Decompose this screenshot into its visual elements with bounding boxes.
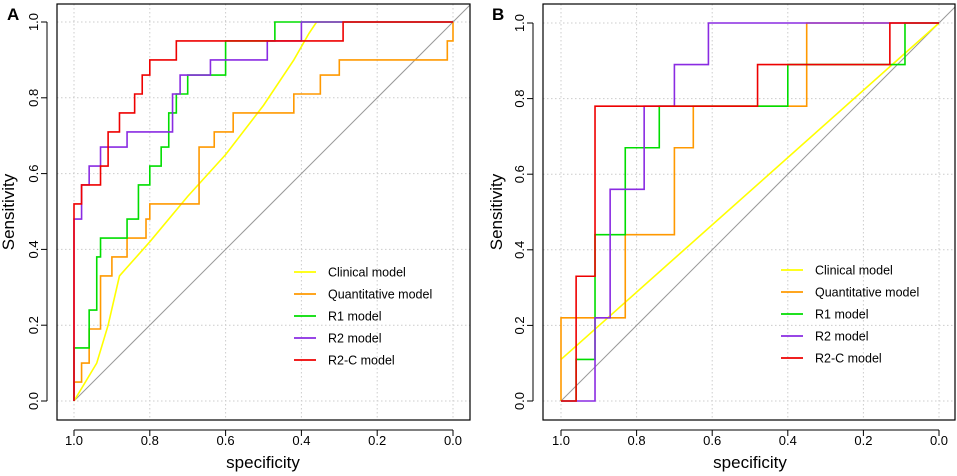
x-tick-label: 0.4 xyxy=(292,433,310,448)
legend-label: Quantitative model xyxy=(815,286,919,300)
roc-line-r2-c-model xyxy=(561,22,939,402)
chart-panel-a: 1.0 0.8 0.6 0.4 0.2 0.0 0.0 0.2 0.4 0.6 0.8 1.0 spec… xyxy=(0,3,471,472)
roc-line-clinical-model xyxy=(73,21,453,402)
y-tick-label: 0.4 xyxy=(26,240,41,258)
x-tick-label: 0.6 xyxy=(703,433,721,448)
y-tick-label: 0.4 xyxy=(512,241,527,259)
legend-label: Clinical model xyxy=(815,264,893,278)
roc-line-r2-model xyxy=(561,22,939,402)
x-axis-title: specificity xyxy=(226,453,300,472)
legend-label: Clinical model xyxy=(328,266,406,280)
x-tick-label: 0.8 xyxy=(628,433,646,448)
y-tick-label: 0.0 xyxy=(26,392,41,410)
panel-label: A xyxy=(7,5,19,24)
reference-diagonal xyxy=(560,22,940,402)
reference-diagonal-ext xyxy=(452,4,471,23)
y-axis-title: Sensitivity xyxy=(487,173,506,250)
y-tick-label: 1.0 xyxy=(26,13,41,31)
x-tick-label: 0.6 xyxy=(217,433,235,448)
roc-line-r1-model xyxy=(73,21,453,401)
y-tick-label: 0.6 xyxy=(512,165,527,183)
y-tick-label: 0.2 xyxy=(512,316,527,334)
legend-label: R2 model xyxy=(328,332,382,346)
legend-label: R2 model xyxy=(815,330,869,344)
x-tick-label: 0.0 xyxy=(930,433,948,448)
plot-frame xyxy=(542,3,956,421)
x-tick-label: 1.0 xyxy=(552,433,570,448)
y-tick-label: 0.6 xyxy=(26,165,41,183)
x-tick-label: 0.4 xyxy=(779,433,797,448)
panel-label: B xyxy=(492,5,504,24)
y-tick-label: 1.0 xyxy=(512,14,527,32)
y-tick-label: 0.0 xyxy=(512,392,527,410)
y-axis-title: Sensitivity xyxy=(0,173,18,250)
y-tick-label: 0.2 xyxy=(26,316,41,334)
reference-diagonal-ext xyxy=(938,6,956,24)
x-tick-label: 0.8 xyxy=(141,433,159,448)
roc-line-clinical-model xyxy=(560,22,940,361)
legend-label: R1 model xyxy=(328,310,382,324)
legend-label: R1 model xyxy=(815,308,869,322)
chart-panel-b: 1.0 0.8 0.6 0.4 0.2 0.0 0.0 0.2 0.4 0.6 0.8 1.0 spec… xyxy=(487,3,956,472)
x-tick-label: 1.0 xyxy=(65,433,83,448)
x-tick-label: 0.2 xyxy=(368,433,386,448)
legend: Clinical model Quantitative model R1 model… xyxy=(781,264,919,366)
reference-diagonal xyxy=(73,21,454,402)
x-tick-label: 0.0 xyxy=(444,433,462,448)
x-axis-title: specificity xyxy=(713,453,787,472)
legend: Clinical model Quantitative model R1 model… xyxy=(294,266,432,368)
y-tick-label: 0.8 xyxy=(26,89,41,107)
legend-label: Quantitative model xyxy=(328,288,432,302)
roc-line-r2-c-model xyxy=(73,21,453,401)
x-tick-label: 0.2 xyxy=(854,433,872,448)
y-tick-label: 0.8 xyxy=(512,90,527,108)
legend-label: R2-C model xyxy=(815,352,882,366)
roc-line-quantitative-model xyxy=(73,22,454,401)
plot-frame xyxy=(56,3,471,421)
legend-label: R2-C model xyxy=(328,354,395,368)
